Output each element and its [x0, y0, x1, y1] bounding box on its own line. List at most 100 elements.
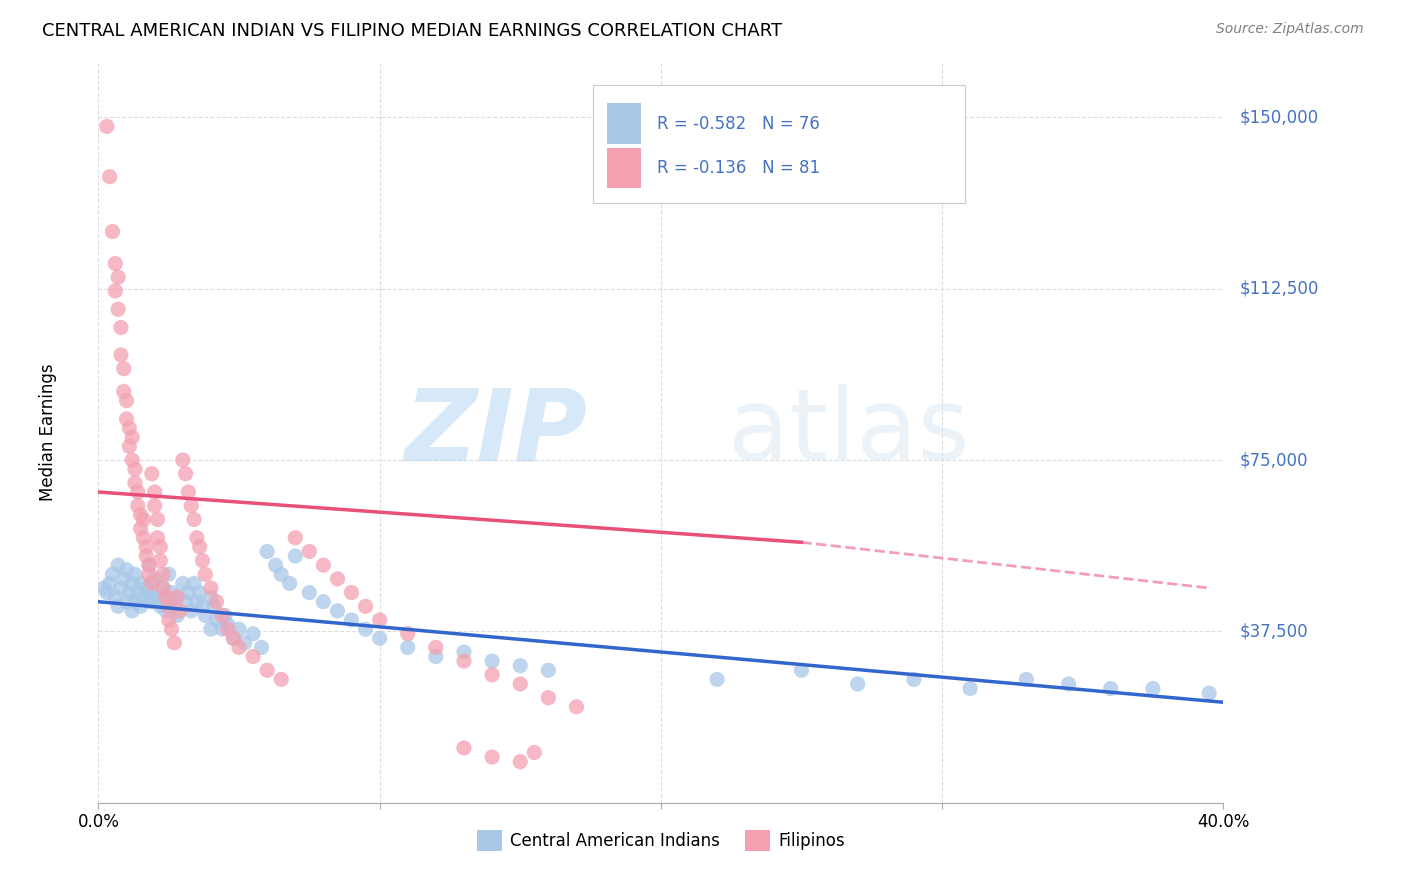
- Point: [270, 567, 292, 582]
- Text: Source: ZipAtlas.com: Source: ZipAtlas.com: [1216, 22, 1364, 37]
- Point: [256, 663, 278, 677]
- Point: [121, 604, 143, 618]
- Point: [127, 485, 149, 500]
- Point: [312, 558, 335, 573]
- Point: [396, 640, 419, 655]
- Point: [396, 626, 419, 640]
- Point: [157, 595, 180, 609]
- Point: [146, 590, 169, 604]
- Point: [270, 673, 292, 687]
- Text: R = -0.136   N = 81: R = -0.136 N = 81: [658, 159, 821, 177]
- Text: R = -0.582   N = 76: R = -0.582 N = 76: [658, 114, 820, 133]
- Point: [169, 604, 191, 618]
- Point: [509, 658, 531, 673]
- Point: [146, 531, 169, 545]
- Point: [149, 553, 172, 567]
- Point: [118, 421, 141, 435]
- Point: [124, 475, 146, 490]
- Point: [152, 567, 174, 582]
- Point: [278, 576, 301, 591]
- Point: [104, 256, 127, 270]
- Text: CENTRAL AMERICAN INDIAN VS FILIPINO MEDIAN EARNINGS CORRELATION CHART: CENTRAL AMERICAN INDIAN VS FILIPINO MEDI…: [42, 22, 782, 40]
- Point: [205, 595, 228, 609]
- Point: [205, 613, 228, 627]
- Point: [157, 567, 180, 582]
- Point: [228, 640, 250, 655]
- Point: [160, 622, 183, 636]
- Point: [112, 572, 135, 586]
- Point: [959, 681, 981, 696]
- Point: [217, 617, 239, 632]
- Point: [107, 302, 129, 317]
- Point: [135, 549, 157, 563]
- Point: [112, 361, 135, 376]
- Point: [256, 544, 278, 558]
- Point: [138, 558, 160, 573]
- Point: [368, 613, 391, 627]
- Point: [481, 750, 503, 764]
- Point: [135, 581, 157, 595]
- Point: [177, 485, 200, 500]
- Point: [194, 567, 217, 582]
- Point: [211, 622, 233, 636]
- Point: [706, 673, 728, 687]
- Point: [211, 608, 233, 623]
- Point: [183, 576, 205, 591]
- Point: [298, 544, 321, 558]
- FancyBboxPatch shape: [593, 85, 965, 203]
- Point: [242, 649, 264, 664]
- Point: [107, 558, 129, 573]
- Point: [186, 595, 208, 609]
- Point: [115, 393, 138, 408]
- Legend: Central American Indians, Filipinos: Central American Indians, Filipinos: [470, 823, 852, 857]
- Point: [104, 284, 127, 298]
- Point: [509, 677, 531, 691]
- Point: [228, 622, 250, 636]
- Point: [124, 462, 146, 476]
- Point: [284, 549, 307, 563]
- Point: [115, 412, 138, 426]
- Point: [115, 563, 138, 577]
- Point: [129, 508, 152, 522]
- Point: [174, 467, 197, 481]
- Point: [188, 585, 211, 599]
- Point: [340, 585, 363, 599]
- Point: [96, 585, 118, 599]
- Point: [200, 622, 222, 636]
- Point: [107, 270, 129, 285]
- Point: [326, 572, 349, 586]
- Point: [101, 567, 124, 582]
- Point: [124, 595, 146, 609]
- Point: [202, 599, 225, 614]
- Point: [163, 636, 186, 650]
- Point: [172, 453, 194, 467]
- Point: [180, 604, 202, 618]
- Point: [107, 599, 129, 614]
- Point: [177, 585, 200, 599]
- Point: [180, 499, 202, 513]
- Point: [537, 663, 560, 677]
- Point: [110, 581, 132, 595]
- Point: [101, 225, 124, 239]
- Text: $37,500: $37,500: [1240, 623, 1309, 640]
- Text: ZIP: ZIP: [405, 384, 588, 481]
- Point: [250, 640, 273, 655]
- Point: [152, 581, 174, 595]
- Point: [155, 590, 177, 604]
- Point: [149, 599, 172, 614]
- Point: [453, 654, 475, 668]
- Point: [453, 741, 475, 756]
- Point: [160, 585, 183, 599]
- Point: [1015, 673, 1038, 687]
- Point: [157, 599, 180, 614]
- Point: [264, 558, 287, 573]
- Point: [354, 622, 377, 636]
- Point: [118, 439, 141, 453]
- Point: [132, 512, 155, 526]
- Point: [143, 499, 166, 513]
- Point: [141, 576, 163, 591]
- Point: [242, 626, 264, 640]
- Point: [129, 522, 152, 536]
- Point: [124, 567, 146, 582]
- Point: [284, 531, 307, 545]
